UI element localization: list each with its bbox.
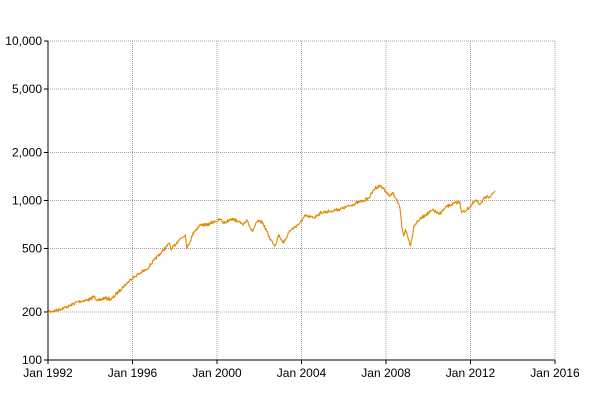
x-tick-label: Jan 1992 <box>23 366 73 380</box>
axes <box>44 40 556 364</box>
x-tick-label: Jan 2008 <box>361 366 411 380</box>
x-tick-label: Jan 2000 <box>192 366 242 380</box>
x-tick-label: Jan 2004 <box>277 366 327 380</box>
x-tick-label: Jan 1996 <box>108 366 158 380</box>
y-tick-label: 1,000 <box>12 194 42 208</box>
y-tick-label: 500 <box>22 242 42 256</box>
tick-labels: 100 200 500 1,000 2,000 5,000 10,000 Jan 1992 Ja… <box>5 34 580 380</box>
x-tick-label: Jan 2016 <box>530 366 580 380</box>
y-tick-label: 200 <box>22 305 42 319</box>
y-tick-label: 100 <box>22 353 42 367</box>
series-line <box>47 184 496 314</box>
y-tick-label: 10,000 <box>5 34 42 48</box>
x-tick-label: Jan 2012 <box>446 366 496 380</box>
series-layer <box>47 184 496 314</box>
y-tick-label: 5,000 <box>12 82 42 96</box>
y-tick-label: 2,000 <box>12 145 42 159</box>
